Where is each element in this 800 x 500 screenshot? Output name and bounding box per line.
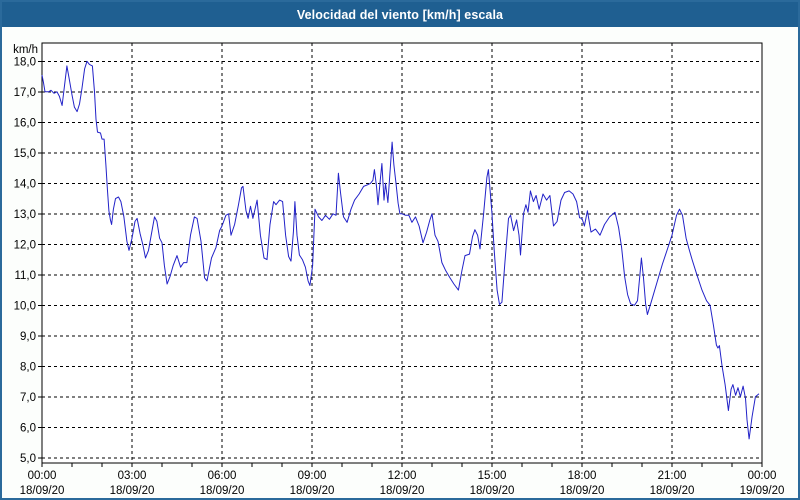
x-tick-time-label: 12:00 [388,470,417,482]
y-tick-label: 11,0 [14,270,36,282]
y-tick-label: 13,0 [14,209,36,221]
x-tick-date-label: 18/09/20 [470,485,515,497]
window-titlebar[interactable]: Velocidad del viento [km/h] escala [2,2,798,27]
y-tick-label: 12,0 [14,239,36,251]
y-tick-label: 9,0 [20,331,36,343]
x-tick-date-label: 18/09/20 [110,485,155,497]
window-title: Velocidad del viento [km/h] escala [296,7,504,22]
x-tick-date-label: 18/09/20 [200,485,245,497]
y-tick-label: 5,0 [20,453,36,465]
x-tick-time-label: 18:00 [568,470,597,482]
y-tick-label: 17,0 [14,87,36,99]
y-tick-label: 7,0 [20,392,36,404]
x-tick-date-label: 19/09/20 [740,485,785,497]
wind-speed-line [41,60,760,440]
x-tick-date-label: 18/09/20 [20,485,65,497]
x-tick-time-label: 00:00 [748,470,777,482]
x-tick-date-label: 18/09/20 [380,485,425,497]
y-tick-label: 6,0 [20,422,36,434]
x-tick-date-label: 18/09/20 [560,485,605,497]
x-tick-time-label: 15:00 [478,470,507,482]
y-tick-label: 16,0 [14,117,36,129]
x-tick-time-label: 06:00 [208,470,237,482]
x-tick-time-label: 21:00 [658,470,687,482]
y-tick-label: 18,0 [14,56,36,68]
x-tick-time-label: 09:00 [298,470,327,482]
y-axis-unit-label: km/h [13,44,38,56]
y-tick-label: 8,0 [20,361,36,373]
x-tick-date-label: 18/09/20 [290,485,335,497]
x-tick-time-label: 03:00 [118,470,147,482]
x-tick-time-label: 00:00 [28,470,57,482]
y-tick-label: 14,0 [14,178,36,190]
x-tick-date-label: 18/09/20 [650,485,695,497]
y-tick-label: 10,0 [14,300,36,312]
y-tick-label: 15,0 [14,148,36,160]
